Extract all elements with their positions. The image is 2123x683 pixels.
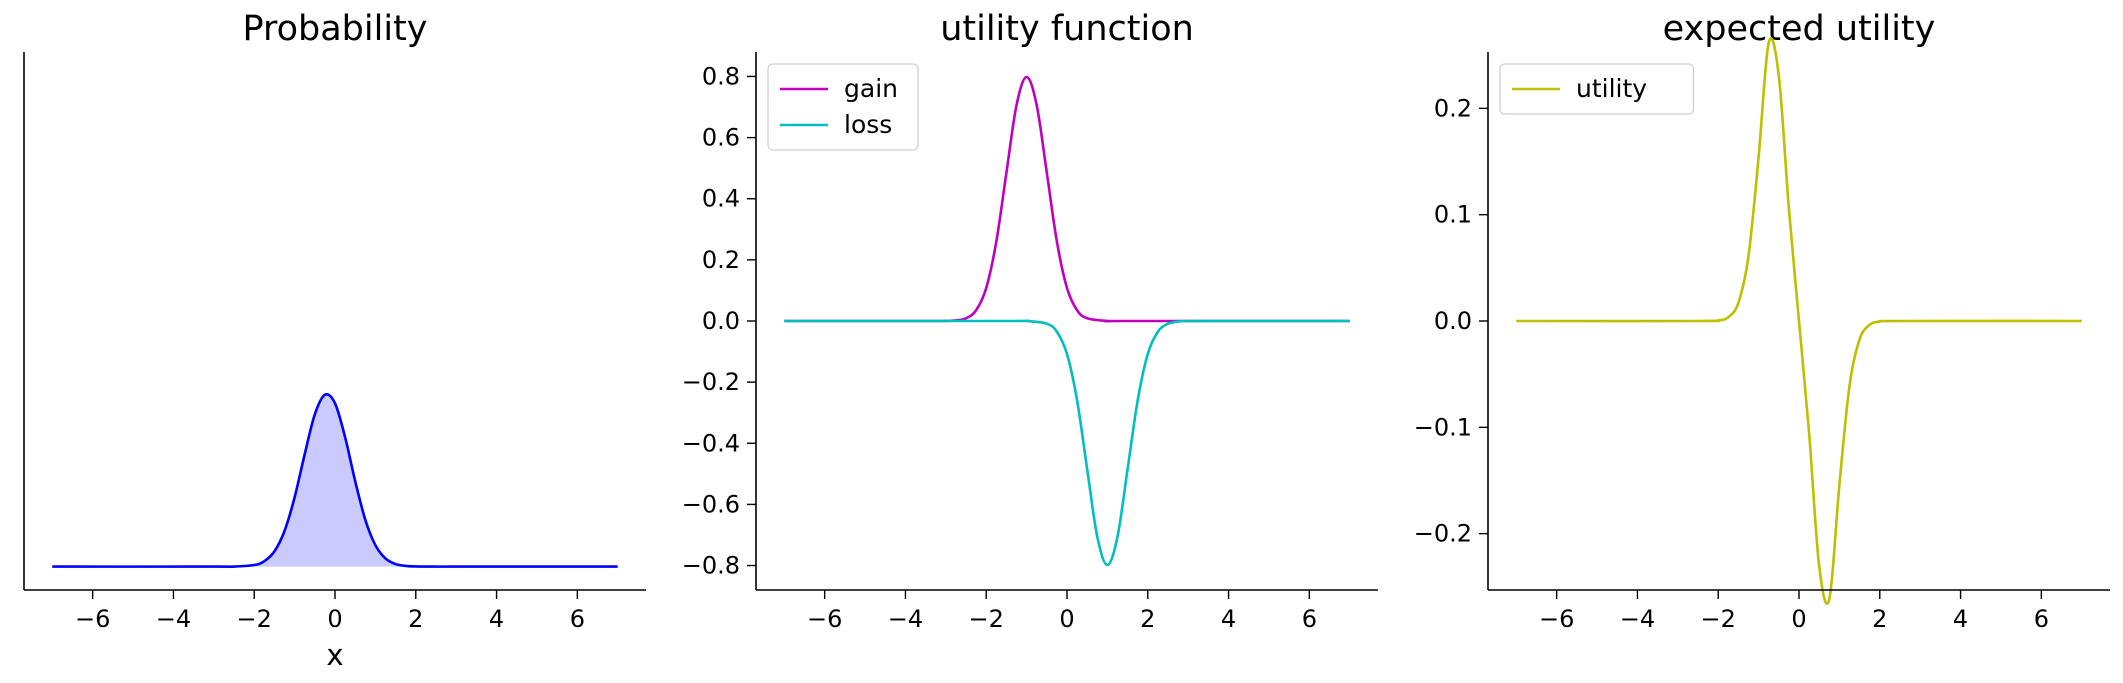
x-tick-label: 0 [1059,605,1074,633]
x-tick-label: 2 [408,605,423,633]
x-tick-label: −6 [807,605,842,633]
legend-label-gain: gain [844,74,898,103]
chart-title: expected utility [1663,9,1936,49]
chart-panel-2: utility function −6 −4 −2 0 2 4 6 −0.8 −0.6 −0.4 −0… [682,9,1378,633]
x-tick-label: −4 [156,605,191,633]
x-tick-label: 4 [489,605,504,633]
x-tick-label: −2 [1701,605,1736,633]
x-tick-label: 2 [1140,605,1155,633]
series-line-utility [1516,37,2082,605]
y-tick-label: 0.1 [1434,201,1472,229]
y-tick-label: −0.8 [682,552,740,580]
x-tick-label: −2 [237,605,272,633]
x-tick-label: 6 [2034,605,2049,633]
y-tick-label: −0.6 [682,490,740,518]
legend: utility [1499,63,1695,115]
y-tick-label: −0.4 [682,429,740,457]
x-axis-label: x [326,638,343,672]
x-tick-label: 2 [1872,605,1887,633]
y-tick-label: 0.6 [702,124,740,152]
x-tick-label: 4 [1953,605,1968,633]
area-fill [52,394,618,567]
legend-label-utility: utility [1576,74,1647,103]
series-line-1 [52,392,618,568]
chart-panel-3: expected utility −6 −4 −2 0 2 4 6 −0.2 −0.1 0.0 0.1… [1414,9,2110,633]
x-tick-label: 6 [570,605,585,633]
chart-title: utility function [940,9,1194,49]
x-tick-label: 0 [1791,605,1806,633]
x-tick-label: −6 [1539,605,1574,633]
x-tick-label: −4 [1620,605,1655,633]
x-tick-label: 0 [327,605,342,633]
y-tick-label: 0.0 [702,307,740,335]
chart-title: Probability [242,9,427,49]
y-tick-label: 0.0 [1434,307,1472,335]
y-tick-label: 0.4 [702,185,740,213]
legend-label-loss: loss [844,110,892,139]
chart-panel-1: Probability −6 −4 −2 0 2 4 6 x [23,9,646,672]
y-tick-label: −0.2 [682,368,740,396]
x-tick-label: −6 [75,605,110,633]
x-tick-label: 4 [1221,605,1236,633]
series-line-loss [784,319,1350,567]
legend-box [767,63,919,151]
y-tick-label: −0.2 [1414,520,1472,548]
legend-box [1499,63,1695,115]
x-tick-label: −2 [969,605,1004,633]
y-tick-label: 0.2 [1434,94,1472,122]
y-tick-label: 0.8 [702,62,740,90]
y-tick-label: −0.1 [1414,413,1472,441]
x-tick-label: −4 [888,605,923,633]
x-tick-label: 6 [1302,605,1317,633]
legend: gain loss [767,63,919,151]
y-tick-label: 0.2 [702,246,740,274]
